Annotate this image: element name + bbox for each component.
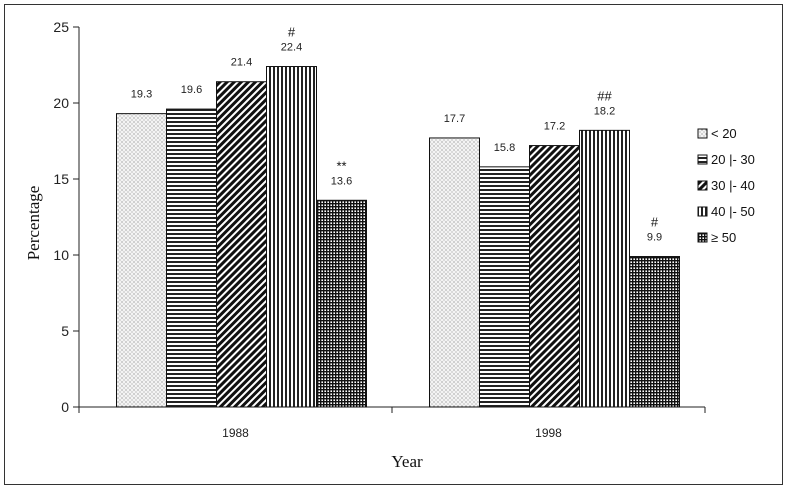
legend-label: 40 |- 50 [711, 204, 755, 219]
y-tick-label: 20 [53, 95, 69, 111]
bar [629, 256, 680, 408]
legend-swatch [697, 180, 708, 191]
legend-label: < 20 [711, 126, 737, 141]
x-axis-title: Year [391, 452, 423, 471]
significance-mark: ## [597, 88, 612, 103]
data-label: 9.9 [647, 232, 662, 244]
bar-chart: 0 5 10 15 20 25 19.3 19.6 21.4 22.4 #13.6 ** 1988 17… [24, 19, 755, 471]
legend: < 20 20 |- 30 30 |- 40 40 |- 50 ≥ 50 [697, 126, 755, 245]
bar [429, 137, 480, 408]
x-category-label: 1988 [222, 426, 249, 440]
bar [479, 166, 530, 408]
legend-swatch [697, 206, 708, 217]
legend-swatch [697, 232, 708, 243]
data-label: 15.8 [494, 142, 515, 154]
data-label: 22.4 [281, 42, 302, 54]
significance-mark: # [288, 25, 296, 40]
bars [116, 66, 680, 408]
x-category-label: 1998 [535, 426, 562, 440]
bar [216, 81, 267, 408]
y-tick-label: 15 [53, 171, 69, 187]
y-tick-label: 10 [53, 247, 69, 263]
y-tick-label: 0 [61, 399, 69, 415]
data-label: 17.7 [444, 113, 465, 125]
legend-label: 20 |- 30 [711, 152, 755, 167]
legend-label: 30 |- 40 [711, 178, 755, 193]
legend-swatch [697, 128, 708, 139]
bar [166, 108, 217, 408]
y-tick-label: 5 [61, 323, 69, 339]
data-label: 21.4 [231, 57, 252, 69]
data-label: 17.2 [544, 121, 565, 133]
bar [579, 129, 630, 408]
bar [529, 145, 580, 408]
y-tick-label: 25 [53, 19, 69, 35]
data-label: 19.6 [181, 84, 202, 96]
significance-mark: ** [336, 158, 346, 173]
legend-label: ≥ 50 [711, 230, 736, 245]
bar [316, 199, 367, 408]
bar [266, 66, 317, 408]
data-labels: 19.3 19.6 21.4 22.4 #13.6 ** 1988 17.7 15.8 17.2 1… [131, 25, 662, 440]
data-label: 19.3 [131, 89, 152, 101]
legend-swatch [697, 154, 708, 165]
significance-mark: # [651, 215, 659, 230]
data-label: 18.2 [594, 105, 615, 117]
y-axis-title: Percentage [24, 186, 43, 261]
chart-frame: 0 5 10 15 20 25 19.3 19.6 21.4 22.4 #13.6 ** 1988 17… [4, 4, 783, 485]
data-label: 13.6 [331, 175, 352, 187]
bar [116, 113, 167, 408]
